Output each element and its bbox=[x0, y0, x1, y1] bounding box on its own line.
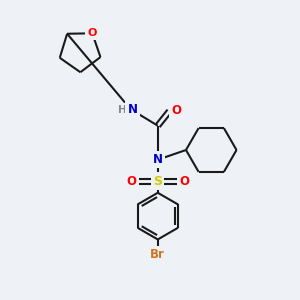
Text: O: O bbox=[179, 175, 189, 188]
Text: H: H bbox=[118, 105, 127, 115]
Text: N: N bbox=[128, 103, 137, 116]
Text: O: O bbox=[127, 175, 136, 188]
Text: O: O bbox=[171, 103, 181, 117]
Text: O: O bbox=[88, 28, 97, 38]
Text: N: N bbox=[153, 153, 163, 166]
Text: S: S bbox=[153, 175, 162, 188]
Text: Br: Br bbox=[150, 248, 165, 262]
